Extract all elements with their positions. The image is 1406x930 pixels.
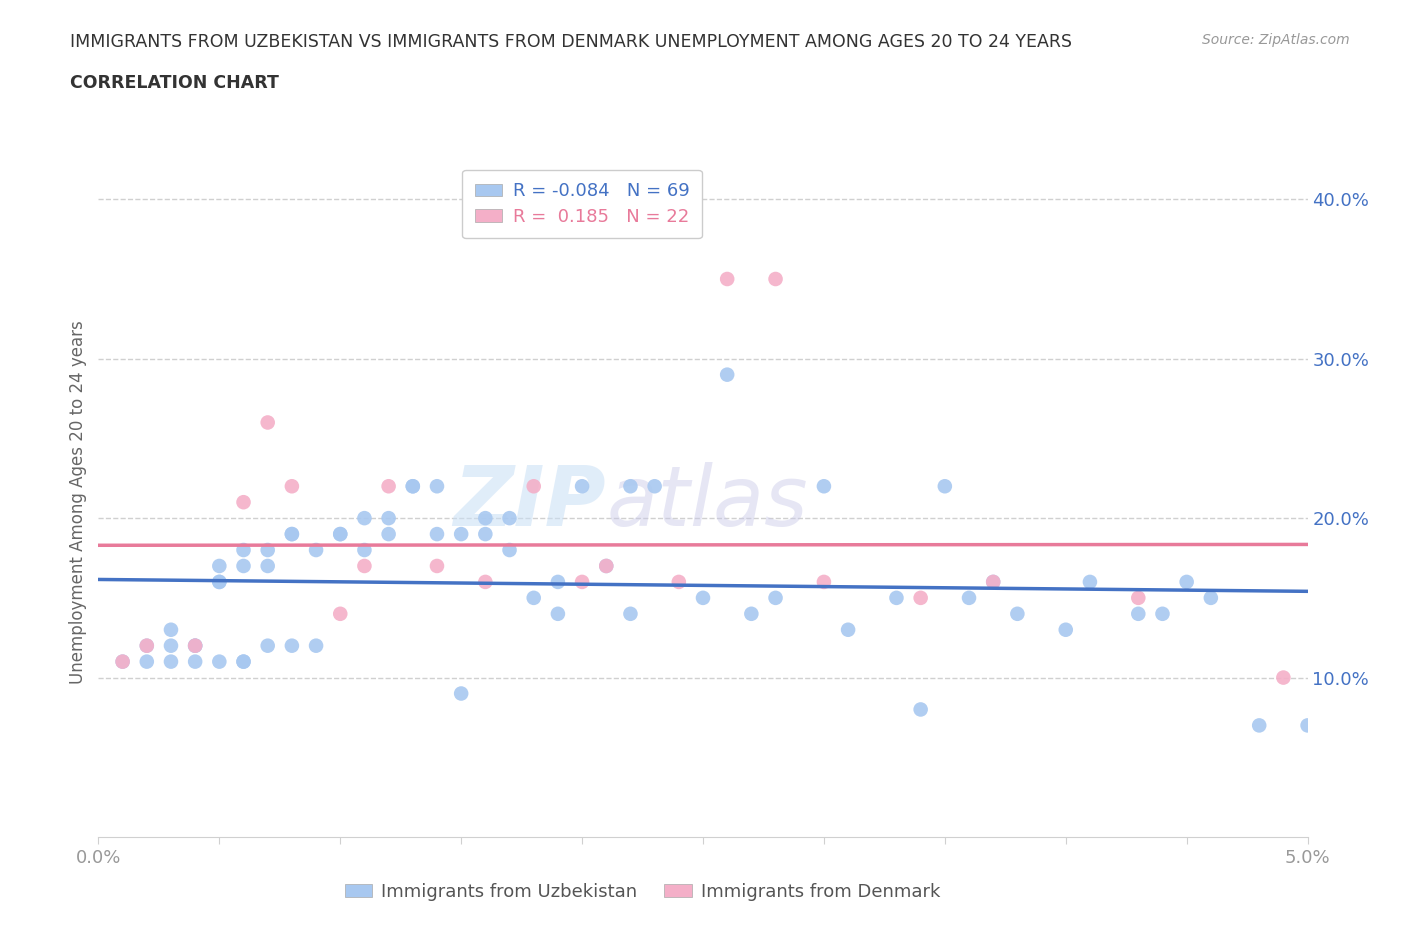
Point [184,654,207,669]
Point [837,622,859,637]
Point [232,654,254,669]
Point [135,638,157,653]
Point [498,511,520,525]
Point [450,686,472,701]
Point [474,526,496,541]
Point [353,542,375,557]
Point [281,526,304,541]
Point [1249,718,1271,733]
Point [377,511,399,525]
Point [281,479,304,494]
Point [353,511,375,525]
Point [886,591,908,605]
Point [256,415,278,430]
Point [426,526,449,541]
Point [644,479,666,494]
Point [329,526,352,541]
Point [813,575,835,590]
Text: atlas: atlas [606,461,808,543]
Point [765,591,787,605]
Point [160,622,183,637]
Text: ZIP: ZIP [454,461,606,543]
Point [1078,575,1101,590]
Y-axis label: Unemployment Among Ages 20 to 24 years: Unemployment Among Ages 20 to 24 years [69,320,87,684]
Point [377,526,399,541]
Text: CORRELATION CHART: CORRELATION CHART [70,74,280,92]
Point [402,479,425,494]
Point [619,606,641,621]
Point [305,542,328,557]
Point [256,559,278,574]
Point [1296,718,1319,733]
Point [208,654,231,669]
Point [232,542,254,557]
Point [281,638,304,653]
Point [934,479,956,494]
Point [232,495,254,510]
Point [426,559,449,574]
Point [256,542,278,557]
Point [208,575,231,590]
Point [135,638,157,653]
Point [957,591,980,605]
Point [377,479,399,494]
Point [232,559,254,574]
Point [716,367,738,382]
Point [111,654,134,669]
Point [1128,606,1150,621]
Text: IMMIGRANTS FROM UZBEKISTAN VS IMMIGRANTS FROM DENMARK UNEMPLOYMENT AMONG AGES 20: IMMIGRANTS FROM UZBEKISTAN VS IMMIGRANTS… [70,33,1073,50]
Point [1199,591,1222,605]
Point [571,575,593,590]
Point [595,559,617,574]
Point [184,638,207,653]
Point [910,702,932,717]
Point [1272,671,1295,685]
Point [184,638,207,653]
Point [692,591,714,605]
Point [981,575,1004,590]
Point [305,638,328,653]
Point [208,559,231,574]
Point [160,654,183,669]
Legend: Immigrants from Uzbekistan, Immigrants from Denmark: Immigrants from Uzbekistan, Immigrants f… [337,876,948,909]
Point [353,559,375,574]
Point [716,272,738,286]
Point [668,575,690,590]
Point [765,272,787,286]
Point [910,591,932,605]
Point [281,526,304,541]
Point [981,575,1004,590]
Point [619,479,641,494]
Point [329,606,352,621]
Point [111,654,134,669]
Point [523,479,546,494]
Point [474,511,496,525]
Point [208,575,231,590]
Point [813,479,835,494]
Point [256,638,278,653]
Point [547,606,569,621]
Point [1152,606,1174,621]
Point [402,479,425,494]
Point [1054,622,1077,637]
Point [571,479,593,494]
Text: Source: ZipAtlas.com: Source: ZipAtlas.com [1202,33,1350,46]
Point [523,591,546,605]
Point [135,654,157,669]
Point [1175,575,1198,590]
Point [595,559,617,574]
Point [160,638,183,653]
Point [184,638,207,653]
Point [740,606,762,621]
Point [1128,591,1150,605]
Point [426,479,449,494]
Point [1007,606,1029,621]
Point [450,526,472,541]
Point [329,526,352,541]
Point [232,654,254,669]
Point [498,542,520,557]
Point [547,575,569,590]
Point [474,575,496,590]
